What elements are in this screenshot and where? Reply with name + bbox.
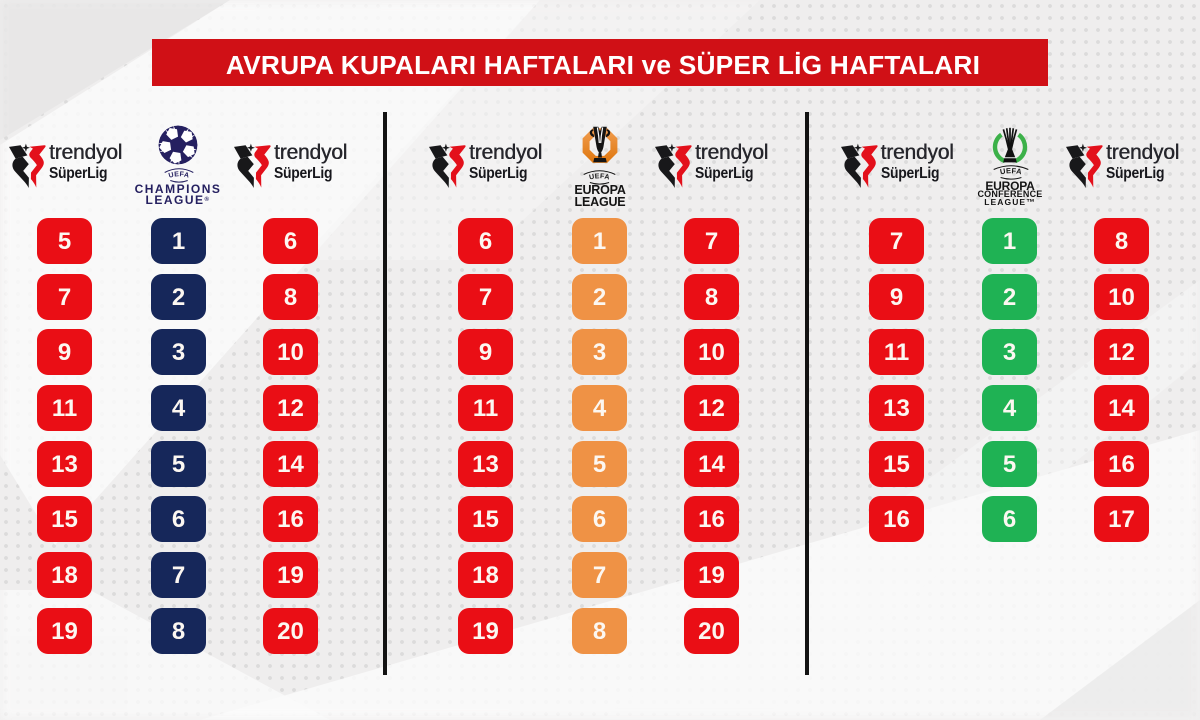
svg-text:UEFA: UEFA — [167, 171, 189, 180]
svg-text:UEFA: UEFA — [999, 166, 1023, 176]
svg-text:UEFA: UEFA — [589, 173, 611, 181]
